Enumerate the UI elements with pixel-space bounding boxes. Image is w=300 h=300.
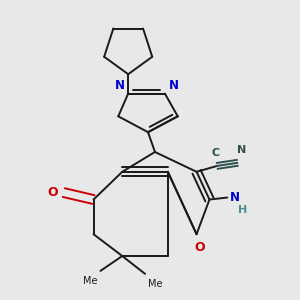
Text: H: H [238,205,248,215]
Text: N: N [168,79,178,92]
Text: C: C [212,148,220,158]
Text: N: N [237,146,246,155]
Text: Me: Me [83,276,98,286]
Text: O: O [194,241,205,254]
Text: N: N [115,79,124,92]
Text: O: O [48,186,58,199]
Text: N: N [230,191,240,204]
Text: Me: Me [148,279,163,289]
